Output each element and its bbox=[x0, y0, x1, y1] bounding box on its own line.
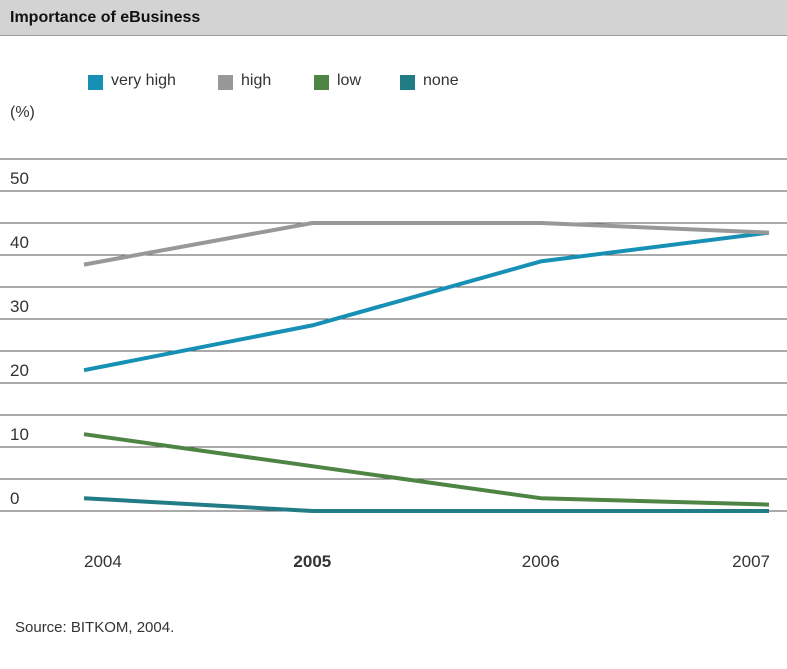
series-line-very-high bbox=[83, 230, 770, 373]
y-tick-label-0: 0 bbox=[10, 489, 19, 508]
x-tick-label-2007: 2007 bbox=[732, 552, 770, 571]
chart-title: Importance of eBusiness bbox=[10, 9, 201, 26]
legend-swatch-none bbox=[400, 75, 415, 90]
legend-swatch-low bbox=[314, 75, 329, 90]
x-tick-label-2005: 2005 bbox=[293, 552, 331, 571]
series-line-none bbox=[83, 496, 769, 513]
y-tick-label-50: 50 bbox=[10, 169, 29, 188]
source-note: Source: BITKOM, 2004. bbox=[15, 619, 175, 636]
x-tick-label-2006: 2006 bbox=[522, 552, 560, 571]
legend-swatch-very-high bbox=[88, 75, 103, 90]
y-axis-unit-label: (%) bbox=[10, 104, 35, 121]
y-tick-label-10: 10 bbox=[10, 425, 29, 444]
legend-label-none: none bbox=[423, 72, 459, 89]
series-line-high bbox=[83, 221, 770, 267]
legend-label-very-high: very high bbox=[111, 72, 176, 89]
y-tick-label-30: 30 bbox=[10, 297, 29, 316]
x-tick-label-2004: 2004 bbox=[84, 552, 122, 571]
chart-title-bar: Importance of eBusiness bbox=[0, 0, 787, 36]
legend-label-low: low bbox=[337, 72, 362, 89]
y-tick-label-40: 40 bbox=[10, 233, 29, 252]
series-line-low bbox=[83, 432, 770, 507]
legend-label-high: high bbox=[241, 72, 272, 89]
y-tick-label-20: 20 bbox=[10, 361, 29, 380]
legend-swatch-high bbox=[218, 75, 233, 90]
